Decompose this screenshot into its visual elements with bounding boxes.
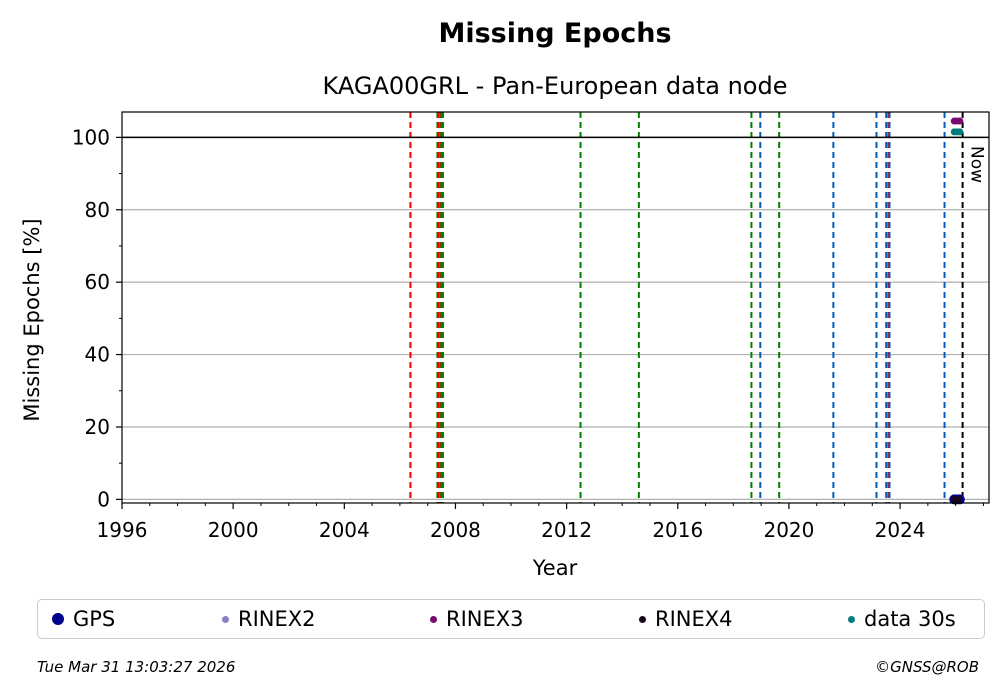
y-tick-label: 100 — [72, 125, 110, 149]
y-tick-label: 40 — [85, 343, 110, 367]
x-tick-label: 2004 — [319, 518, 370, 542]
legend-item-data-30s: data 30s — [848, 600, 956, 638]
legend-label-rinex4: RINEX4 — [655, 607, 733, 631]
y-axis-ticks: 0 20 40 60 80 100 — [72, 125, 122, 511]
data-point — [954, 495, 962, 503]
legend-marker-gps-icon — [52, 613, 64, 625]
legend-label-rinex2: RINEX2 — [238, 607, 316, 631]
data-point — [956, 128, 964, 136]
x-tick-label: 2020 — [763, 518, 814, 542]
x-tick-label: 2016 — [652, 518, 703, 542]
y-axis-label: Missing Epochs [%] — [20, 218, 44, 421]
legend-item-gps: GPS — [52, 600, 115, 638]
chart-subtitle: KAGA00GRL - Pan-European data node — [323, 72, 788, 100]
x-tick-label: 2000 — [208, 518, 259, 542]
legend-label-data-30s: data 30s — [864, 607, 956, 631]
legend-marker-rinex3-icon — [430, 615, 437, 623]
x-tick-label: 2008 — [430, 518, 481, 542]
data-point — [956, 117, 964, 125]
y-tick-label: 20 — [85, 415, 110, 439]
x-tick-label: 1996 — [97, 518, 148, 542]
chart-title: Missing Epochs — [438, 18, 671, 49]
x-tick-label: 2024 — [875, 518, 926, 542]
event-lines — [409, 112, 946, 503]
legend-item-rinex3: RINEX3 — [430, 600, 524, 638]
x-axis-ticks: 1996 2000 2004 2008 2012 2016 2020 2024 — [97, 503, 984, 542]
y-tick-label: 80 — [85, 198, 110, 222]
legend-item-rinex4: RINEX4 — [639, 600, 733, 638]
legend-marker-rinex4-icon — [639, 615, 646, 623]
footer-copyright: ©GNSS@ROB — [875, 658, 979, 676]
now-label: Now — [967, 146, 987, 183]
y-tick-label: 0 — [97, 487, 110, 511]
x-tick-label: 2012 — [541, 518, 592, 542]
y-tick-label: 60 — [85, 270, 110, 294]
grid-lines — [122, 136, 989, 500]
legend: GPS RINEX2 RINEX3 RINEX4 data 30s — [37, 599, 985, 639]
legend-label-rinex3: RINEX3 — [446, 607, 524, 631]
footer-timestamp: Tue Mar 31 13:03:27 2026 — [37, 658, 236, 676]
plot-frame — [121, 111, 990, 504]
legend-marker-rinex2-icon — [222, 615, 229, 623]
legend-item-rinex2: RINEX2 — [222, 600, 316, 638]
reference-lines: Now — [122, 112, 989, 503]
x-axis-label: Year — [532, 556, 578, 580]
legend-label-gps: GPS — [73, 607, 116, 631]
data-points — [949, 117, 965, 505]
legend-marker-data-30s-icon — [848, 615, 855, 623]
